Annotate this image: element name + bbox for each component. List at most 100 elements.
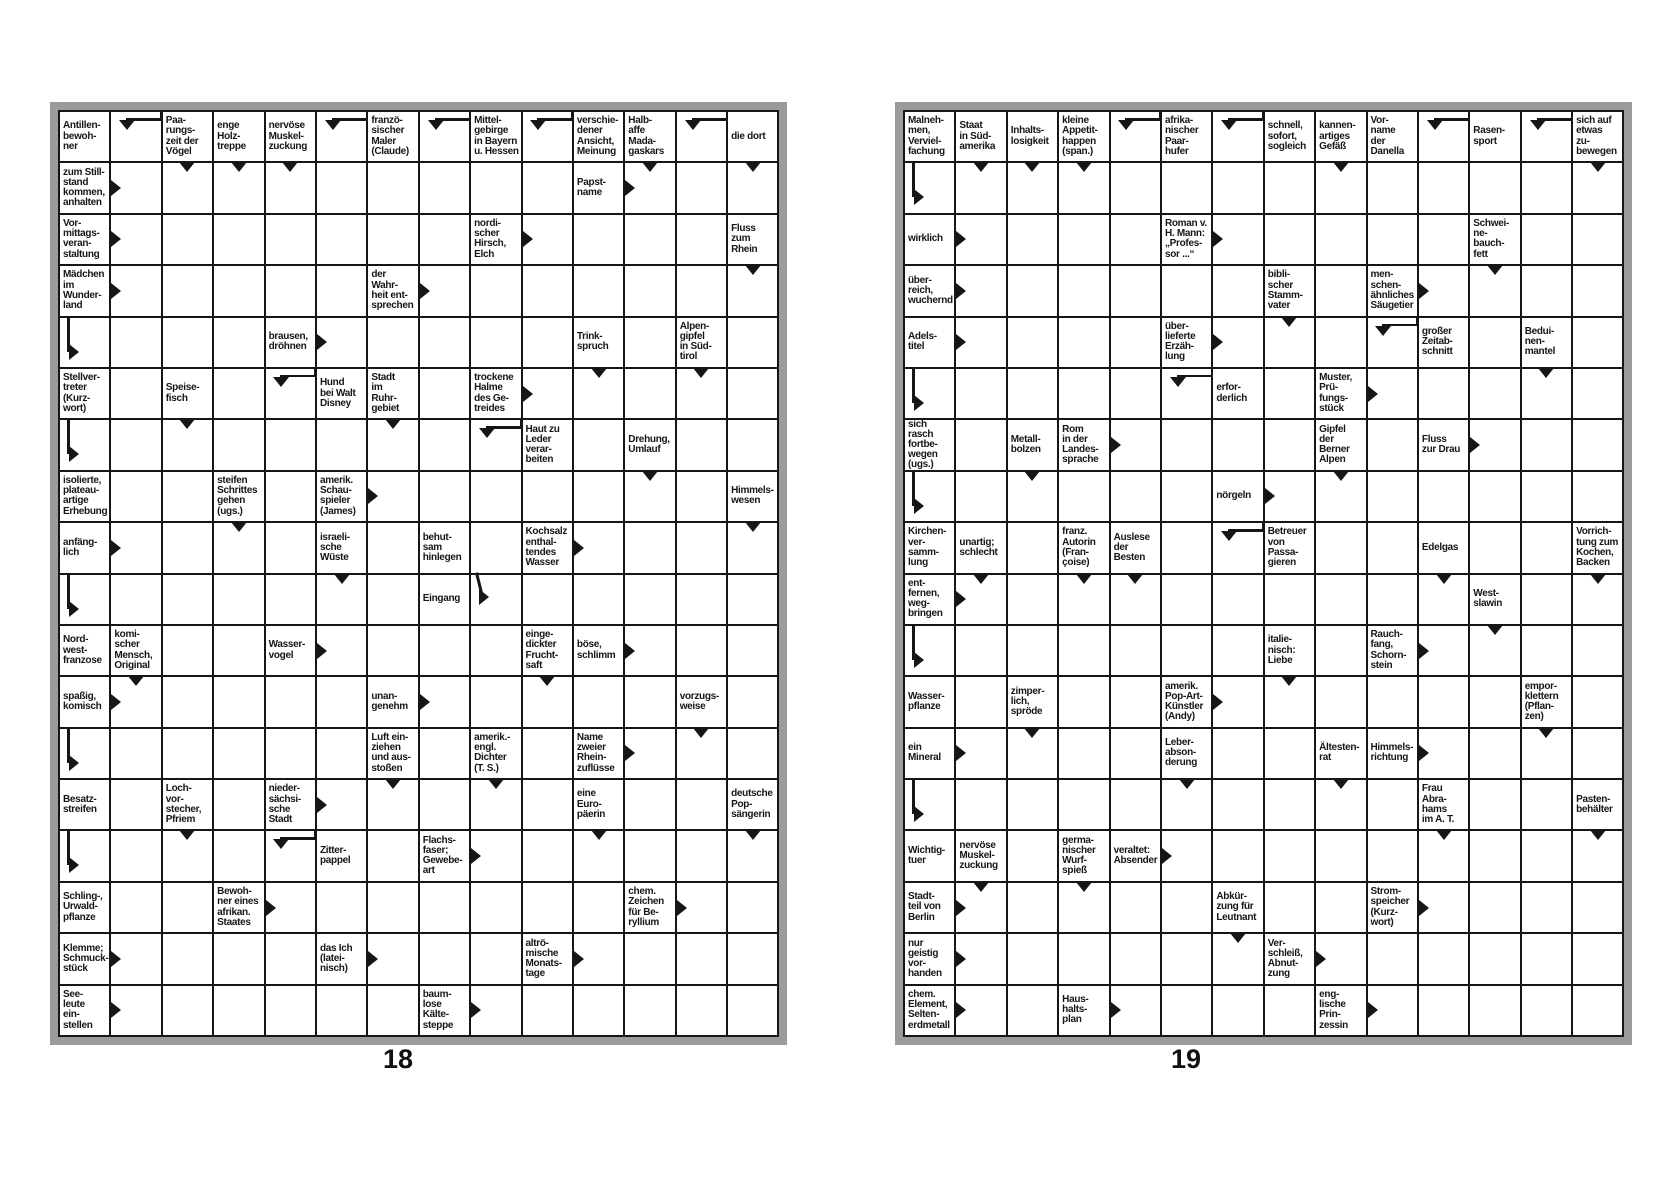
- answer-cell: [1418, 677, 1469, 727]
- clue-text: Fluss zur Drau: [1421, 433, 1461, 456]
- elbow-right-arrow-icon: [60, 829, 109, 880]
- down-arrow-icon: [1589, 162, 1606, 173]
- answer-cell: [419, 110, 472, 162]
- answer-cell: [1007, 317, 1058, 367]
- clue-text: Name zweier Rhein- zuflüsse: [576, 731, 615, 774]
- clue-text: einge- dickter Frucht- saft: [525, 629, 559, 671]
- elbow-right-arrow-icon: [905, 623, 954, 675]
- answer-cell: [1264, 163, 1315, 213]
- answer-cell: [956, 780, 1006, 830]
- clue-cell: trockene Halme des Ge- treides: [471, 368, 533, 419]
- clue-cell: franz. Autorin (Fran- çoise): [1059, 523, 1109, 573]
- clue-text: franz. Autorin (Fran- çoise): [1062, 526, 1096, 569]
- answer-cell: [419, 625, 470, 676]
- clue-cell: ent- fernen, weg- bringen: [905, 574, 967, 624]
- right-arrow-icon: [522, 385, 533, 402]
- clue-cell: Fluss zur Drau: [1418, 420, 1481, 470]
- answer-cell: [1110, 317, 1160, 367]
- clue-cell: Vorrich- tung zum Kochen, Backen: [1573, 523, 1623, 573]
- answer-cell: [905, 778, 955, 830]
- answer-cell: [1573, 934, 1623, 984]
- clue-cell: erfor- derlich: [1213, 368, 1263, 419]
- clue-text: afrika- nischer Paar- hufer: [1164, 115, 1199, 157]
- answer-cell: [214, 728, 264, 779]
- answer-cell: [265, 677, 315, 727]
- clue-text: amerik. Schau- spieler (James): [319, 475, 356, 517]
- answer-cell: [1573, 677, 1623, 727]
- clue-cell: Schwei- ne- bauch- fett: [1470, 214, 1520, 265]
- answer-cell: [1007, 214, 1058, 265]
- clue-cell: germa- nischer Wurf- spieß: [1059, 831, 1109, 881]
- answer-cell: [728, 677, 778, 727]
- answer-cell: [162, 523, 213, 573]
- answer-cell: [676, 523, 727, 573]
- clue-cell: isolierte, plateau- artige Erhebung: [60, 471, 110, 522]
- answer-cell: [1316, 214, 1366, 265]
- right-arrow-icon: [111, 180, 122, 197]
- answer-cell: [676, 163, 727, 213]
- answer-cell: [1161, 779, 1212, 830]
- answer-cell: [728, 574, 778, 624]
- clue-cell: Pasten- behälter: [1573, 780, 1623, 830]
- clue-text: Gipfel der Berner Alpen: [1319, 423, 1350, 466]
- elbow-right-arrow-icon: [905, 161, 954, 212]
- answer-cell: [1264, 214, 1315, 265]
- crossword-grid-left-cells: Antillen- bewoh- ner Paa- rungs- zeit der…: [58, 110, 780, 1038]
- right-arrow-icon: [111, 693, 122, 710]
- answer-cell: [573, 471, 624, 522]
- answer-cell: [1264, 985, 1315, 1036]
- answer-cell: [316, 420, 367, 470]
- clue-cell: Stadt- teil von Berlin: [905, 882, 967, 933]
- answer-cell: [162, 574, 213, 624]
- right-arrow-icon: [1213, 334, 1224, 351]
- clue-text: Edelgas: [1421, 541, 1459, 553]
- clue-text: Kirchen- ver- samm- lung: [908, 526, 947, 569]
- answer-cell: [676, 934, 727, 984]
- clue-cell: Stadt im Ruhr- gebiet: [368, 368, 418, 419]
- answer-cell: [316, 985, 367, 1036]
- answer-cell: [1059, 368, 1109, 419]
- elbow-down-arrow-icon: [266, 366, 317, 418]
- answer-cell: [316, 573, 367, 624]
- clue-cell: Betreuer von Passa- gieren: [1264, 523, 1315, 573]
- clue-text: das Ich (latei- nisch): [319, 942, 353, 975]
- right-arrow-icon: [1161, 848, 1172, 865]
- answer-cell: [676, 574, 727, 624]
- clue-cell: franzö- sischer Maler (Claude): [368, 112, 418, 162]
- answer-cell: [1110, 625, 1160, 676]
- clue-cell: veraltet: Absender: [1110, 831, 1172, 881]
- right-arrow-icon: [1110, 437, 1121, 454]
- answer-cell: [1110, 110, 1162, 162]
- answer-cell: [1213, 831, 1263, 881]
- answer-cell: [1059, 214, 1109, 265]
- answer-cell: [265, 162, 315, 213]
- answer-cell: [265, 266, 315, 316]
- answer-cell: [1521, 574, 1572, 624]
- crossword-grid-right: Malneh- men, Verviel- fachung Staat in Sü…: [895, 102, 1633, 1046]
- down-arrow-icon: [1538, 727, 1555, 738]
- clue-cell: unartig; schlecht: [956, 523, 1006, 573]
- answer-cell: [1110, 368, 1160, 419]
- answer-cell: [1007, 523, 1058, 573]
- answer-cell: [111, 471, 161, 522]
- right-arrow-icon: [111, 539, 122, 556]
- clue-text: Papst- name: [576, 176, 606, 199]
- right-arrow-icon: [956, 231, 967, 248]
- elbow-down-arrow-icon: [1368, 315, 1419, 367]
- answer-cell: [1573, 830, 1623, 881]
- clue-cell: Luft ein- ziehen und aus- stoßen: [368, 728, 418, 779]
- right-arrow-icon: [1213, 231, 1224, 248]
- answer-cell: [1110, 677, 1160, 727]
- answer-cell: [676, 266, 727, 316]
- right-arrow-icon: [625, 642, 636, 659]
- right-arrow-icon: [956, 1002, 967, 1019]
- down-arrow-icon: [1589, 830, 1606, 841]
- right-arrow-icon: [265, 899, 276, 916]
- clue-text: Stadt im Ruhr- gebiet: [371, 372, 399, 414]
- answer-cell: [728, 985, 778, 1036]
- clue-cell: enge Holz- treppe: [214, 112, 264, 162]
- answer-cell: [162, 471, 213, 522]
- clue-cell: eine Euro- päerin: [573, 780, 624, 830]
- answer-cell: [1059, 677, 1109, 727]
- answer-cell: [214, 985, 264, 1036]
